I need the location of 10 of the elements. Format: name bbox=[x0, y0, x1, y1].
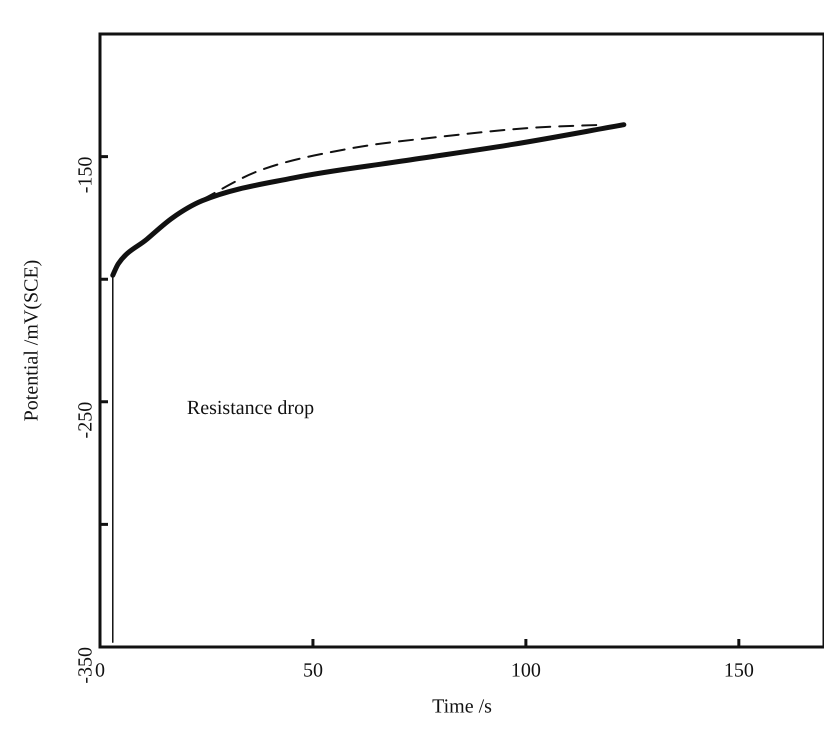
y-tick-label: -150 bbox=[74, 156, 96, 194]
y-tick-label: -350 bbox=[74, 647, 96, 684]
x-tick-label: 0 bbox=[95, 659, 105, 682]
x-axis-title: Time /s bbox=[432, 695, 492, 718]
y-tick-label: -250 bbox=[74, 402, 96, 438]
y-axis-title: Potential /mV(SCE) bbox=[20, 260, 42, 422]
x-tick-label: 150 bbox=[724, 659, 754, 682]
annotation: Resistance drop bbox=[186, 397, 314, 420]
x-tick-label: 50 bbox=[302, 659, 323, 682]
x-tick-label: 100 bbox=[510, 659, 541, 682]
